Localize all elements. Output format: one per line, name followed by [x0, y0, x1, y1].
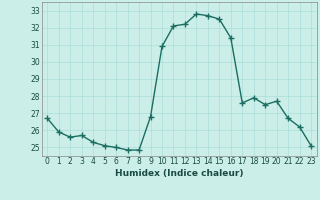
X-axis label: Humidex (Indice chaleur): Humidex (Indice chaleur) — [115, 169, 244, 178]
